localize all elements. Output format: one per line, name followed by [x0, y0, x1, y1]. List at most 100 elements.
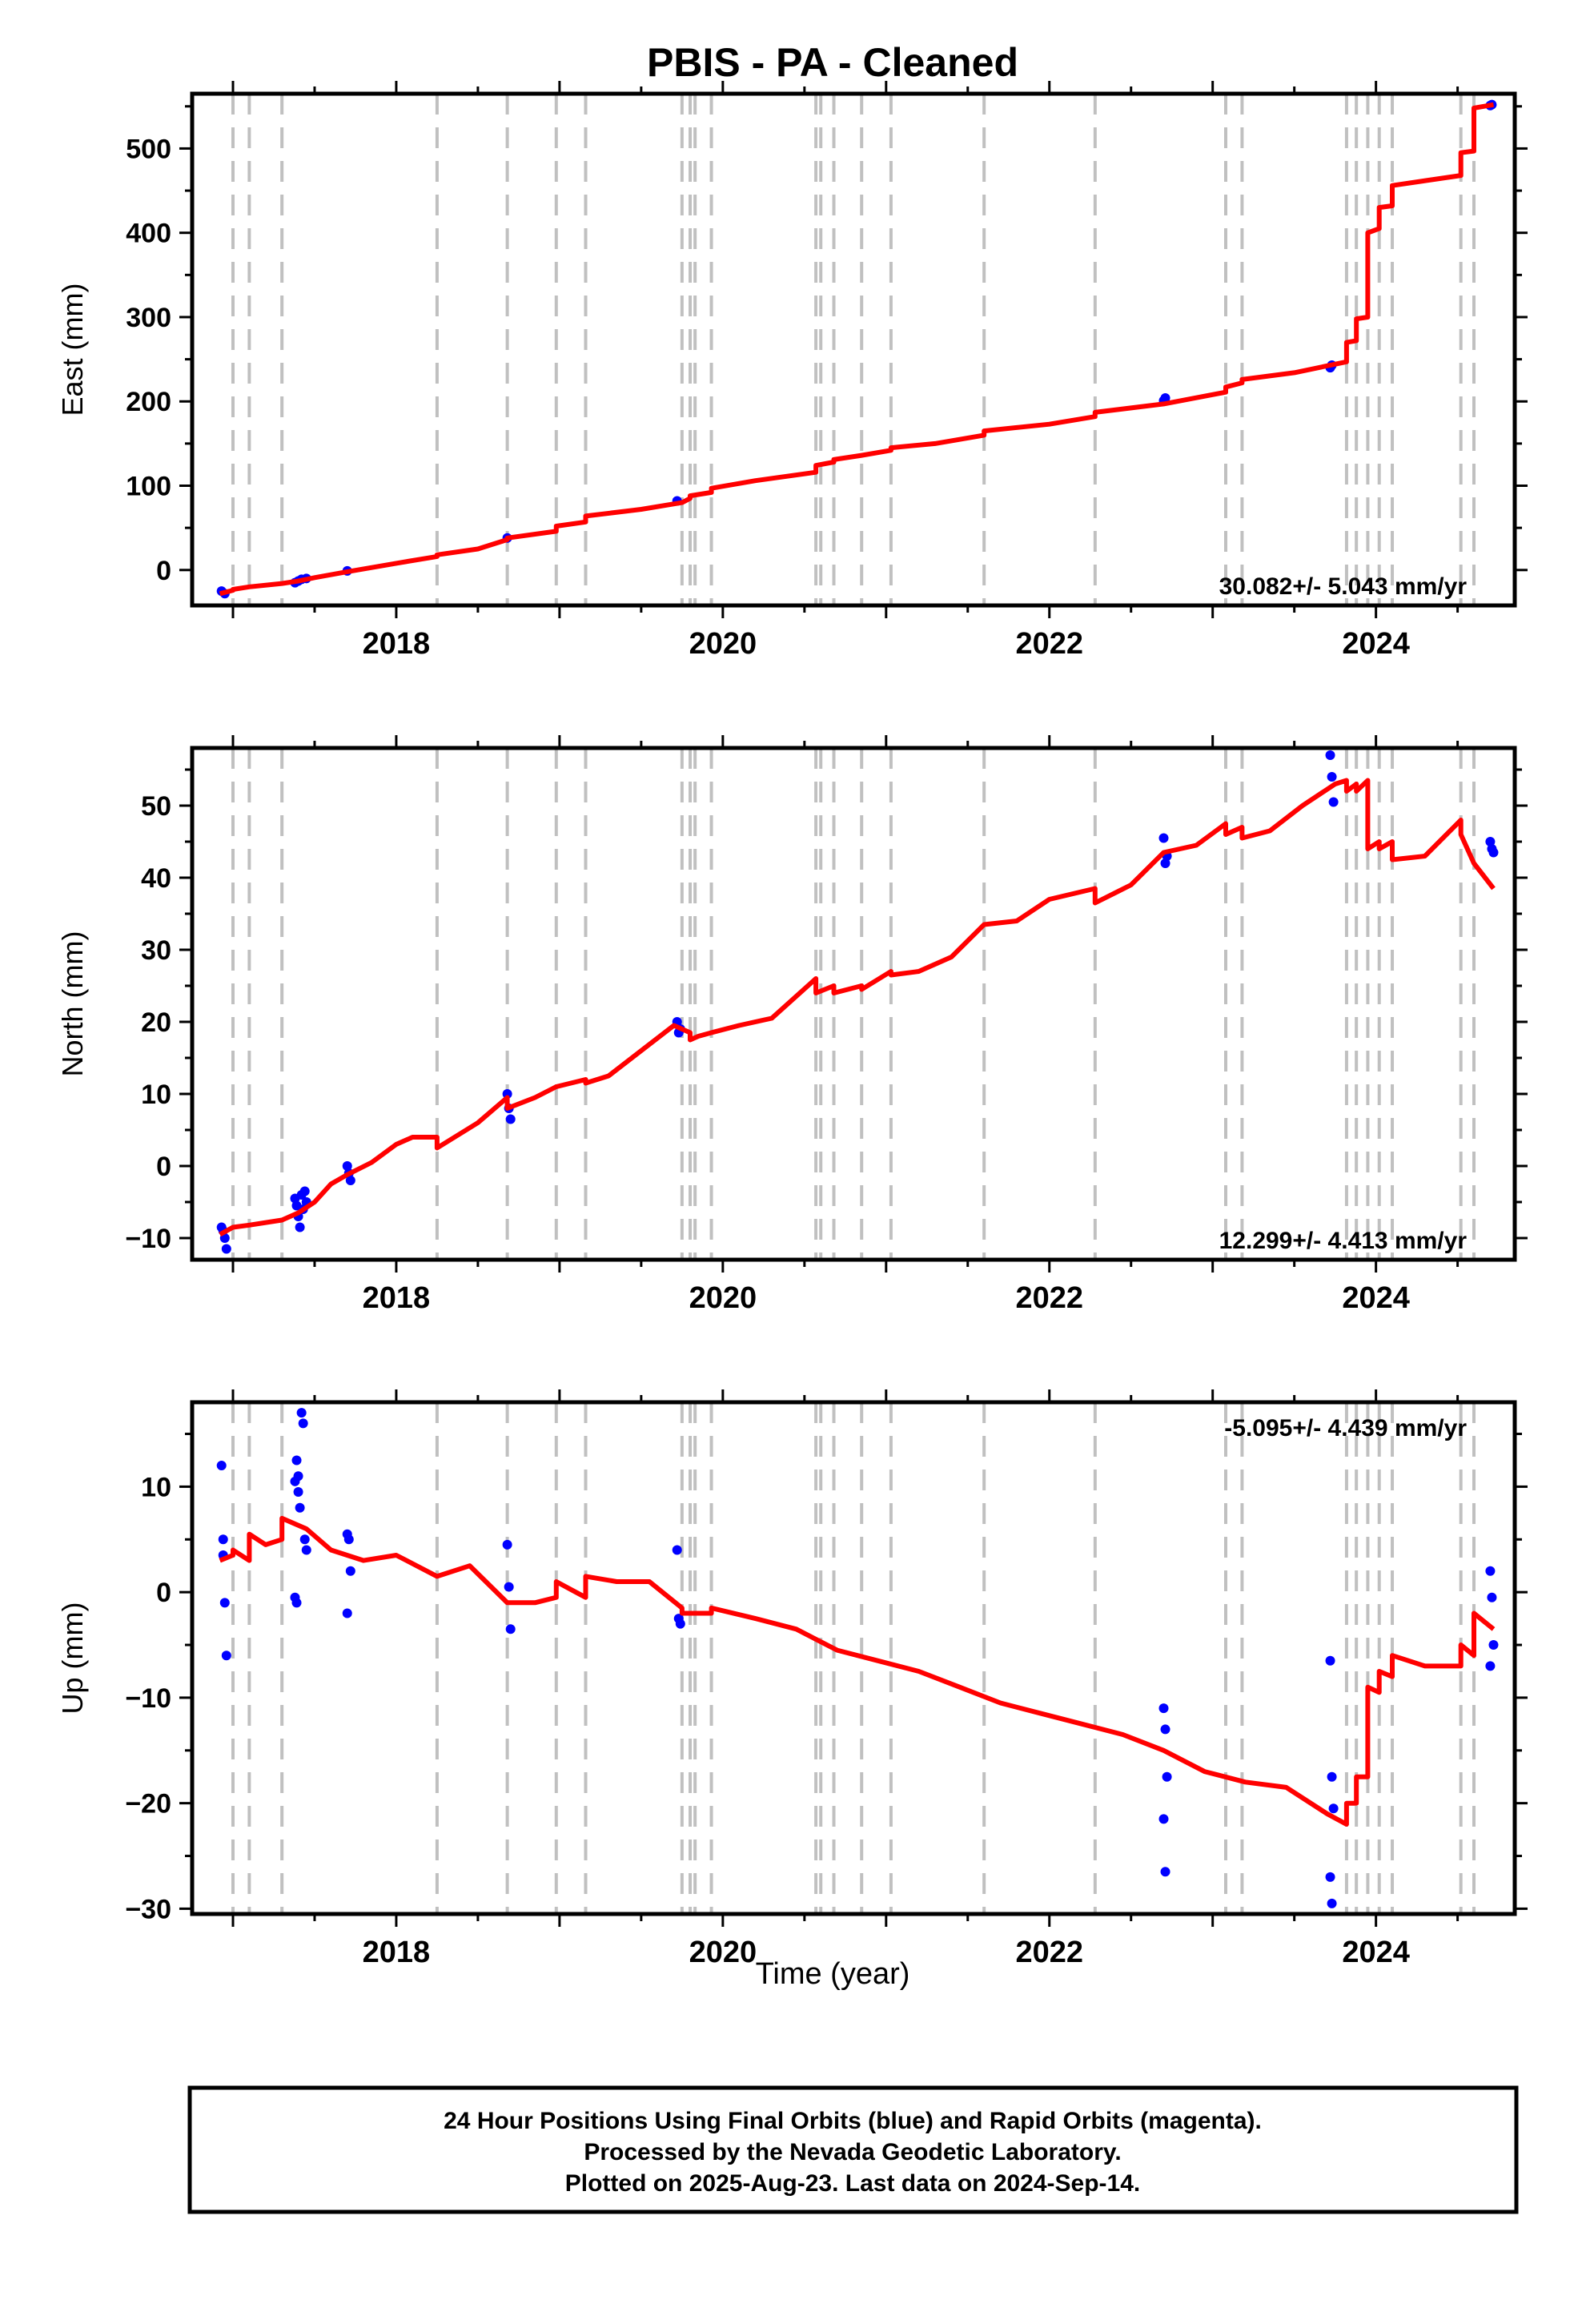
data-point	[342, 1161, 352, 1171]
data-point	[299, 1186, 310, 1196]
y-tick-label: 400	[126, 219, 171, 249]
x-tick-label: 2018	[363, 627, 431, 661]
y-tick-label: 0	[156, 556, 171, 586]
data-point	[675, 1618, 685, 1629]
data-point	[1160, 1867, 1170, 1877]
up-frame	[190, 1400, 1517, 1916]
y-tick-label: −10	[125, 1224, 171, 1254]
data-point	[291, 1455, 302, 1466]
data-point	[301, 1545, 311, 1555]
up-data-points	[216, 1408, 1499, 1908]
data-point	[1485, 1661, 1496, 1671]
data-point	[1328, 797, 1339, 807]
data-point	[1488, 1640, 1499, 1651]
east-rate-label: 30.082+/- 5.043 mm/yr	[1219, 573, 1468, 600]
x-tick-label: 2020	[689, 1936, 757, 1969]
x-tick-label: 2024	[1342, 627, 1410, 661]
data-point	[295, 1222, 305, 1232]
up-step-lines	[231, 1402, 1476, 1914]
data-point	[221, 1651, 231, 1661]
y-tick-label: 100	[126, 472, 171, 502]
x-tick-label: 2022	[1015, 1936, 1083, 1969]
data-point	[345, 1566, 355, 1576]
data-point	[1328, 1803, 1339, 1814]
east-step-lines	[231, 94, 1476, 605]
data-point	[345, 1176, 355, 1185]
y-tick-label: −20	[125, 1789, 171, 1819]
x-tick-label: 2024	[1342, 1281, 1410, 1315]
data-point	[218, 1534, 228, 1545]
data-point	[1487, 1592, 1497, 1602]
data-point	[1327, 772, 1337, 782]
data-point	[296, 1408, 307, 1418]
y-tick-label: 10	[141, 1472, 171, 1502]
up-rate-label: -5.095+/- 4.439 mm/yr	[1224, 1415, 1467, 1441]
caption-line-1: 24 Hour Positions Using Final Orbits (bl…	[444, 2108, 1262, 2134]
data-point	[672, 1545, 682, 1555]
caption-line-3: Plotted on 2025-Aug-23. Last data on 202…	[565, 2170, 1141, 2197]
north-step-lines	[231, 748, 1476, 1260]
x-tick-label: 2020	[689, 627, 757, 661]
north-frame	[190, 746, 1517, 1262]
north-y-axis-label: North (mm)	[56, 931, 89, 1077]
data-point	[293, 1486, 303, 1497]
east-frame	[190, 91, 1517, 608]
y-tick-label: −10	[125, 1683, 171, 1714]
east-y-axis-label: East (mm)	[56, 283, 89, 416]
data-point	[293, 1471, 303, 1482]
data-point	[343, 1534, 354, 1545]
data-point	[342, 1608, 352, 1618]
x-tick-label: 2024	[1342, 1936, 1410, 1969]
y-tick-label: 300	[126, 303, 171, 333]
data-point	[1158, 1814, 1169, 1824]
y-tick-label: 10	[141, 1080, 171, 1110]
x-tick-label: 2022	[1015, 627, 1083, 661]
north-data-points	[216, 750, 1499, 1254]
x-axis-label: Time (year)	[756, 1957, 910, 1991]
east-data-points	[216, 99, 1497, 599]
up-panel: −30 −20 −10 0 10 2018 2020 2022 2024 Up (mm) -5.09…	[56, 1389, 1528, 1969]
data-point	[291, 1598, 302, 1608]
data-point	[298, 1418, 308, 1429]
data-point	[1485, 1566, 1496, 1576]
y-tick-label: 20	[141, 1007, 171, 1038]
data-point	[504, 1582, 514, 1592]
y-tick-label: 30	[141, 935, 171, 966]
data-point	[299, 1534, 310, 1545]
y-tick-label: −30	[125, 1894, 171, 1924]
data-point	[1160, 1724, 1170, 1735]
x-tick-label: 2018	[363, 1281, 431, 1315]
data-point	[1327, 1771, 1337, 1782]
chart-title: PBIS - PA - Cleaned	[647, 40, 1018, 85]
north-rate-label: 12.299+/- 4.413 mm/yr	[1219, 1228, 1468, 1254]
y-tick-label: 40	[141, 863, 171, 894]
data-point	[295, 1502, 305, 1513]
data-point	[1158, 833, 1169, 843]
data-point	[1325, 750, 1335, 760]
data-point	[1488, 847, 1499, 858]
data-point	[1325, 1872, 1335, 1882]
east-model-line	[219, 102, 1495, 597]
caption-box: 24 Hour Positions Using Final Orbits (bl…	[187, 2085, 1519, 2214]
x-tick-label: 2020	[689, 1281, 757, 1315]
data-point	[505, 1624, 516, 1634]
east-panel: 0 100 200 300 400 500 2018 2020 2022 2024 East (mm…	[56, 81, 1528, 661]
y-tick-label: 500	[126, 134, 171, 164]
y-tick-label: 50	[141, 791, 171, 822]
north-panel: −10 0 10 20 30 40 50 2018 2020 2022 2024 North (mm)…	[56, 735, 1528, 1315]
data-point	[502, 1539, 512, 1550]
up-y-axis-label: Up (mm)	[56, 1602, 89, 1715]
data-point	[1160, 393, 1170, 404]
y-tick-label: 0	[156, 1578, 171, 1608]
y-tick-label: 200	[126, 387, 171, 417]
data-point	[502, 1089, 512, 1099]
data-point	[1160, 858, 1170, 868]
data-point	[1158, 1703, 1169, 1714]
x-tick-label: 2018	[363, 1936, 431, 1969]
data-point	[1327, 1898, 1337, 1908]
data-point	[1162, 1771, 1172, 1782]
data-point	[221, 1244, 231, 1254]
data-point	[1485, 837, 1496, 846]
data-point	[505, 1114, 516, 1124]
